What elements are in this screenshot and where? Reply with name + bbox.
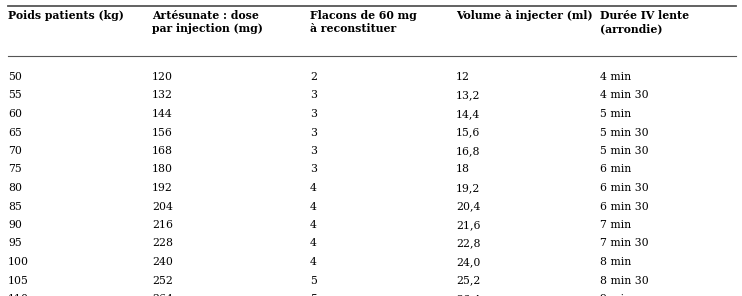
Text: 5 min 30: 5 min 30 <box>600 146 649 156</box>
Text: 132: 132 <box>152 91 173 101</box>
Text: Durée IV lente
(arrondie): Durée IV lente (arrondie) <box>600 10 689 34</box>
Text: 13,2: 13,2 <box>456 91 481 101</box>
Text: 8 min 30: 8 min 30 <box>600 276 649 286</box>
Text: 14,4: 14,4 <box>456 109 480 119</box>
Text: 168: 168 <box>152 146 173 156</box>
Text: 22,8: 22,8 <box>456 239 481 249</box>
Text: 144: 144 <box>152 109 173 119</box>
Text: 6 min: 6 min <box>600 165 631 175</box>
Text: 90: 90 <box>8 220 22 230</box>
Text: 4: 4 <box>310 183 317 193</box>
Text: Artésunate : dose
par injection (mg): Artésunate : dose par injection (mg) <box>152 10 263 34</box>
Text: 50: 50 <box>8 72 22 82</box>
Text: 85: 85 <box>8 202 22 212</box>
Text: 65: 65 <box>8 128 22 138</box>
Text: 75: 75 <box>8 165 22 175</box>
Text: 18: 18 <box>456 165 470 175</box>
Text: 95: 95 <box>8 239 22 249</box>
Text: 204: 204 <box>152 202 173 212</box>
Text: 240: 240 <box>152 257 173 267</box>
Text: 5 min: 5 min <box>600 109 631 119</box>
Text: 4: 4 <box>310 202 317 212</box>
Text: 80: 80 <box>8 183 22 193</box>
Text: 110: 110 <box>8 294 29 296</box>
Text: 60: 60 <box>8 109 22 119</box>
Text: 70: 70 <box>8 146 22 156</box>
Text: 3: 3 <box>310 128 317 138</box>
Text: 21,6: 21,6 <box>456 220 481 230</box>
Text: 3: 3 <box>310 109 317 119</box>
Text: 5 min 30: 5 min 30 <box>600 128 649 138</box>
Text: 4: 4 <box>310 220 317 230</box>
Text: 156: 156 <box>152 128 173 138</box>
Text: 252: 252 <box>152 276 173 286</box>
Text: Poids patients (kg): Poids patients (kg) <box>8 10 124 21</box>
Text: 2: 2 <box>310 72 317 82</box>
Text: 55: 55 <box>8 91 22 101</box>
Text: 8 min: 8 min <box>600 257 631 267</box>
Text: Volume à injecter (ml): Volume à injecter (ml) <box>456 10 593 21</box>
Text: 216: 216 <box>152 220 173 230</box>
Text: 4: 4 <box>310 239 317 249</box>
Text: 15,6: 15,6 <box>456 128 480 138</box>
Text: 264: 264 <box>152 294 173 296</box>
Text: 6 min 30: 6 min 30 <box>600 183 649 193</box>
Text: 7 min 30: 7 min 30 <box>600 239 649 249</box>
Text: 180: 180 <box>152 165 173 175</box>
Text: 4 min 30: 4 min 30 <box>600 91 649 101</box>
Text: 4: 4 <box>310 257 317 267</box>
Text: 4 min: 4 min <box>600 72 631 82</box>
Text: Flacons de 60 mg
à reconstituer: Flacons de 60 mg à reconstituer <box>310 10 417 34</box>
Text: 100: 100 <box>8 257 29 267</box>
Text: 24,0: 24,0 <box>456 257 480 267</box>
Text: 7 min: 7 min <box>600 220 631 230</box>
Text: 3: 3 <box>310 146 317 156</box>
Text: 3: 3 <box>310 165 317 175</box>
Text: 20,4: 20,4 <box>456 202 480 212</box>
Text: 3: 3 <box>310 91 317 101</box>
Text: 192: 192 <box>152 183 173 193</box>
Text: 25,2: 25,2 <box>456 276 480 286</box>
Text: 19,2: 19,2 <box>456 183 480 193</box>
Text: 5: 5 <box>310 294 317 296</box>
Text: 16,8: 16,8 <box>456 146 481 156</box>
Text: 5: 5 <box>310 276 317 286</box>
Text: 105: 105 <box>8 276 29 286</box>
Text: 120: 120 <box>152 72 173 82</box>
Text: 12: 12 <box>456 72 470 82</box>
Text: 26,4: 26,4 <box>456 294 480 296</box>
Text: 228: 228 <box>152 239 173 249</box>
Text: 9 min: 9 min <box>600 294 631 296</box>
Text: 6 min 30: 6 min 30 <box>600 202 649 212</box>
